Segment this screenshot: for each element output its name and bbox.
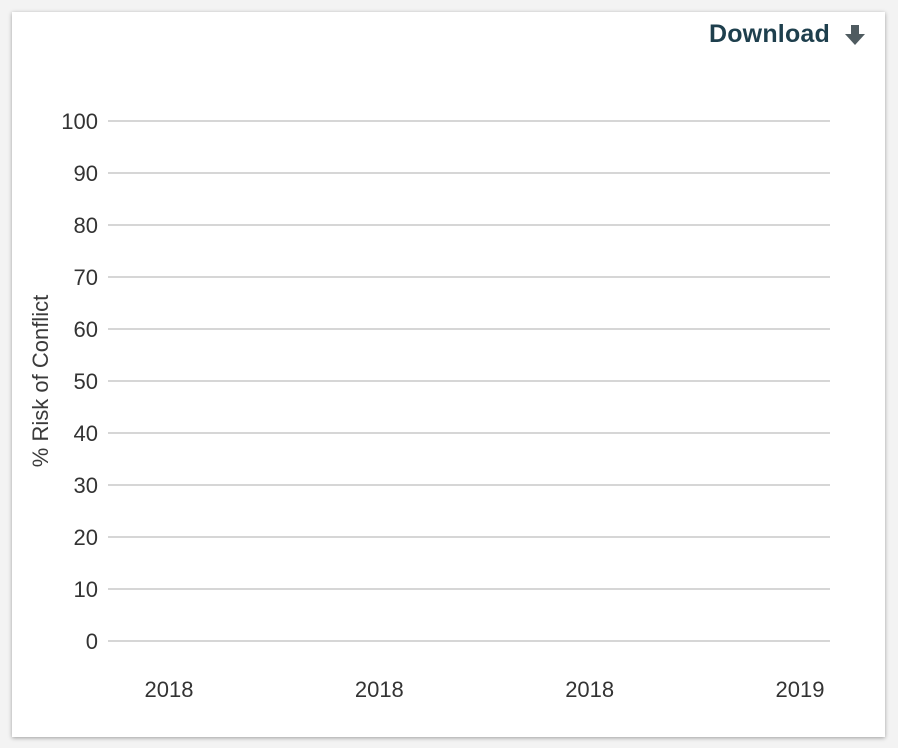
download-label: Download (708, 20, 830, 48)
x-tick-label: 2018 (355, 677, 404, 702)
grid-lines (108, 120, 830, 642)
y-tick-label: 10 (74, 577, 98, 602)
y-tick-label: 0 (86, 629, 98, 654)
x-tick-label: 2018 (565, 677, 614, 702)
y-tick-label: 40 (74, 421, 98, 446)
arrow-down-icon (845, 24, 865, 45)
y-tick-label: 60 (74, 317, 98, 342)
x-axis-ticks: 2018 2018 2018 2019 (145, 677, 825, 702)
y-tick-label: 70 (74, 265, 98, 290)
x-tick-label: 2019 (776, 677, 825, 702)
y-tick-label: 80 (74, 213, 98, 238)
y-tick-label: 100 (61, 109, 98, 134)
chart-card (12, 12, 885, 737)
download-button[interactable]: Download (709, 20, 866, 49)
y-tick-label: 90 (74, 161, 98, 186)
y-axis-label: % Risk of Conflict (28, 295, 53, 467)
y-tick-label: 50 (74, 369, 98, 394)
y-tick-label: 20 (74, 525, 98, 550)
x-tick-label: 2018 (145, 677, 194, 702)
y-tick-label: 30 (74, 473, 98, 498)
y-axis-ticks: 0 10 20 30 40 50 60 70 80 90 100 (61, 109, 98, 654)
